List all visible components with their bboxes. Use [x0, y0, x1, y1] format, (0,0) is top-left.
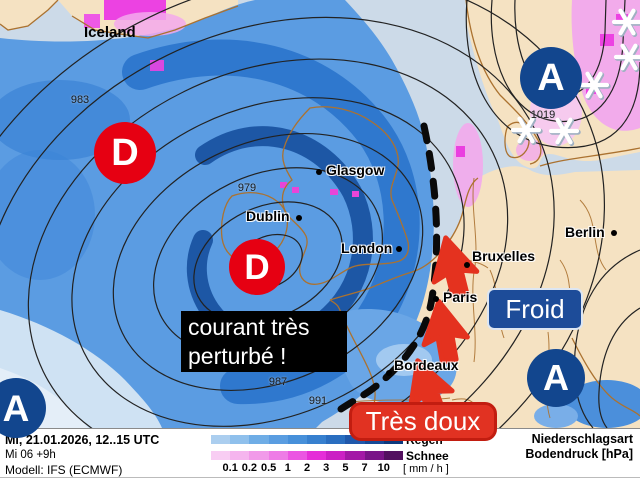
snow-color-step: [249, 451, 269, 460]
high-pressure-badge: A: [527, 349, 585, 407]
city-dot-bruxelles: [464, 262, 470, 268]
info-bar: Mi, 21.01.2026, 12..15 UTC Mi 06 +9h Mod…: [0, 428, 640, 478]
snow-north-sea: [453, 123, 483, 207]
legend-threshold: 0.2: [241, 462, 258, 474]
snow-color-step: [326, 451, 346, 460]
isobar-label-979: 979: [237, 182, 257, 194]
legend-threshold: 2: [303, 462, 311, 474]
snow-legend-label: Schnee: [406, 449, 449, 463]
city-dot-paris: [433, 296, 439, 302]
snow-color-step: [383, 451, 404, 460]
city-label-berlin: Berlin: [565, 224, 605, 240]
rain-color-step: [287, 435, 308, 444]
snow-color-step: [307, 451, 327, 460]
greenland-land: [0, 0, 58, 30]
city-dot-dublin: [296, 215, 302, 221]
city-label-glasgow: Glasgow: [326, 162, 385, 178]
snow-color-step: [211, 451, 231, 460]
city-label-bruxelles: Bruxelles: [472, 248, 536, 264]
rain-color-step: [268, 435, 288, 444]
city-dot-bordeaux: [386, 370, 392, 376]
legend-threshold: 5: [342, 462, 349, 474]
annotation-very-mild: Très doux: [349, 402, 497, 441]
legend-threshold: 1: [284, 462, 291, 474]
annotation-disturbed-flow: courant très perturbé !: [181, 311, 347, 372]
legend-threshold: 0.1: [222, 462, 238, 474]
city-dot-glasgow: [316, 169, 322, 175]
high-pressure-badge: A: [0, 378, 46, 438]
pressure-label: Bodendruck [hPa]: [525, 447, 633, 461]
isobar-label-1019: 1019: [530, 109, 556, 121]
legend-threshold: 7: [361, 462, 368, 474]
legend-title: Niederschlagsart Bodendruck [hPa]: [525, 432, 633, 462]
rain-color-step: [249, 435, 269, 444]
city-dot-london: [396, 246, 402, 252]
legend-threshold: 0.5: [260, 462, 277, 474]
snow-color-step: [268, 451, 288, 460]
isobar-label-983: 983: [70, 94, 90, 106]
rain-color-step: [307, 435, 327, 444]
snow-color-step: [287, 451, 308, 460]
rain-core-band: [186, 126, 373, 351]
snow-legend-bar: [211, 451, 404, 460]
city-dot-berlin: [611, 230, 617, 236]
isobar-label-991: 991: [308, 395, 328, 407]
city-label-bordeaux: Bordeaux: [394, 357, 459, 373]
legend-threshold-values: 0.1 0.2 0.5 1 2 3 5 7 10: [211, 462, 403, 475]
legend-unit: [ mm / h ]: [403, 463, 449, 475]
city-label-paris: Paris: [443, 289, 478, 305]
low-pressure-badge: D: [229, 239, 285, 295]
model-run-text: Mi 06 +9h: [5, 449, 56, 461]
rain-color-step: [211, 435, 231, 444]
snow-color-step: [364, 451, 384, 460]
rain-color-step: [230, 435, 250, 444]
snow-color-step: [345, 451, 365, 460]
city-label-london: London: [341, 240, 393, 256]
high-pressure-badge: A: [520, 47, 582, 109]
region-label-iceland: Iceland: [84, 24, 136, 41]
low-pressure-badge: D: [94, 122, 156, 184]
rain-color-step: [326, 435, 346, 444]
model-name-text: Modell: IFS (ECMWF): [5, 463, 123, 477]
front-line: [337, 122, 441, 413]
city-label-dublin: Dublin: [246, 208, 290, 224]
annotation-cold: Froid: [487, 288, 583, 330]
legend-threshold: 10: [377, 462, 390, 474]
valid-time-text: Mi, 21.01.2026, 12..15 UTC: [5, 433, 160, 447]
rain-mediterranean: [565, 380, 640, 428]
isobar-label-987: 987: [268, 376, 288, 388]
legend-threshold: 3: [323, 462, 330, 474]
precip-type-label: Niederschlagsart: [531, 432, 633, 446]
snow-color-step: [230, 451, 250, 460]
